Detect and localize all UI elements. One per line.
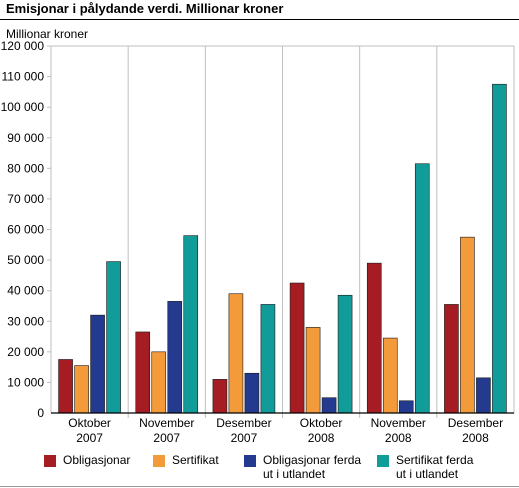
bar xyxy=(305,327,321,414)
x-tick-label: 2008 xyxy=(308,431,335,445)
x-tick-label: Desember xyxy=(216,416,271,430)
bar-chart: 0 10 000 20 000 30 000 40 000 50 000 60 000 70 … xyxy=(1,39,515,445)
y-tick-label: 40 000 xyxy=(7,284,44,298)
y-tick-label: 10 000 xyxy=(7,375,44,389)
y-tick-label: 30 000 xyxy=(7,314,44,328)
legend-item-sertifikat: Sertifikat xyxy=(153,453,219,467)
legend-swatch xyxy=(377,455,389,467)
bar xyxy=(90,314,105,414)
x-tick-label: 2007 xyxy=(231,431,258,445)
y-tick-label: 80 000 xyxy=(7,161,44,175)
y-tick-label: 110 000 xyxy=(2,70,45,84)
x-tick-label: 2008 xyxy=(385,431,412,445)
bar xyxy=(398,400,414,414)
bar xyxy=(151,351,167,414)
bar xyxy=(492,83,507,414)
y-tick-label: 70 000 xyxy=(7,192,44,206)
bar xyxy=(414,163,430,414)
bar xyxy=(337,294,353,414)
y-tick-label: 50 000 xyxy=(7,253,44,267)
bar xyxy=(476,377,491,414)
legend-item-obligasjonar-utlandet: Obligasjonar ferda ut i utlandet xyxy=(244,453,361,481)
bar xyxy=(167,301,183,414)
bar xyxy=(260,304,276,414)
y-tick-label: 100 000 xyxy=(1,100,45,114)
bar xyxy=(244,372,260,414)
legend-swatch xyxy=(244,455,256,467)
legend-label: Sertifikat xyxy=(172,453,219,467)
legend: Obligasjonar Sertifikat Obligasjonar fer… xyxy=(44,453,514,485)
x-tick-label: 2007 xyxy=(153,431,180,445)
y-tick-label: 90 000 xyxy=(7,131,44,145)
legend-label: Obligasjonar ferda ut i utlandet xyxy=(263,453,362,481)
title-divider xyxy=(0,19,519,20)
bar xyxy=(382,337,398,414)
x-tick-label: Oktober xyxy=(300,416,343,430)
legend-item-obligasjonar: Obligasjonar xyxy=(44,453,130,467)
bar xyxy=(106,261,121,414)
y-tick-label: 0 xyxy=(37,406,44,420)
legend-swatch xyxy=(44,455,56,467)
y-tick-label: 120 000 xyxy=(1,39,45,53)
x-tick-label: Desember xyxy=(448,416,503,430)
y-tick-label: 60 000 xyxy=(7,223,44,237)
bottom-divider xyxy=(0,486,519,487)
x-tick-label: November xyxy=(139,416,194,430)
chart-title: Emisjonar i pålydande verdi. Millionar k… xyxy=(6,1,284,16)
bar xyxy=(74,365,89,414)
bar xyxy=(366,262,382,414)
x-tick-label: November xyxy=(371,416,426,430)
y-axis-label: Millionar kroner xyxy=(6,27,89,41)
x-tick-label: 2007 xyxy=(76,431,103,445)
legend-item-sertifikat-utlandet: Sertifikat ferda ut i utlandet xyxy=(377,453,473,481)
bar xyxy=(321,397,337,414)
bar xyxy=(212,379,228,414)
legend-label: Obligasjonar xyxy=(63,453,131,467)
bar xyxy=(183,235,199,414)
x-tick-label: Oktober xyxy=(68,416,111,430)
bar xyxy=(135,331,151,414)
bar xyxy=(444,304,459,414)
x-tick-label: 2008 xyxy=(462,431,489,445)
y-tick-label: 20 000 xyxy=(7,345,44,359)
legend-label: Sertifikat ferda ut i utlandet xyxy=(396,453,474,481)
bar xyxy=(460,236,475,414)
bar xyxy=(228,293,244,414)
bar xyxy=(289,282,305,414)
bar xyxy=(58,359,73,414)
legend-swatch xyxy=(153,455,165,467)
